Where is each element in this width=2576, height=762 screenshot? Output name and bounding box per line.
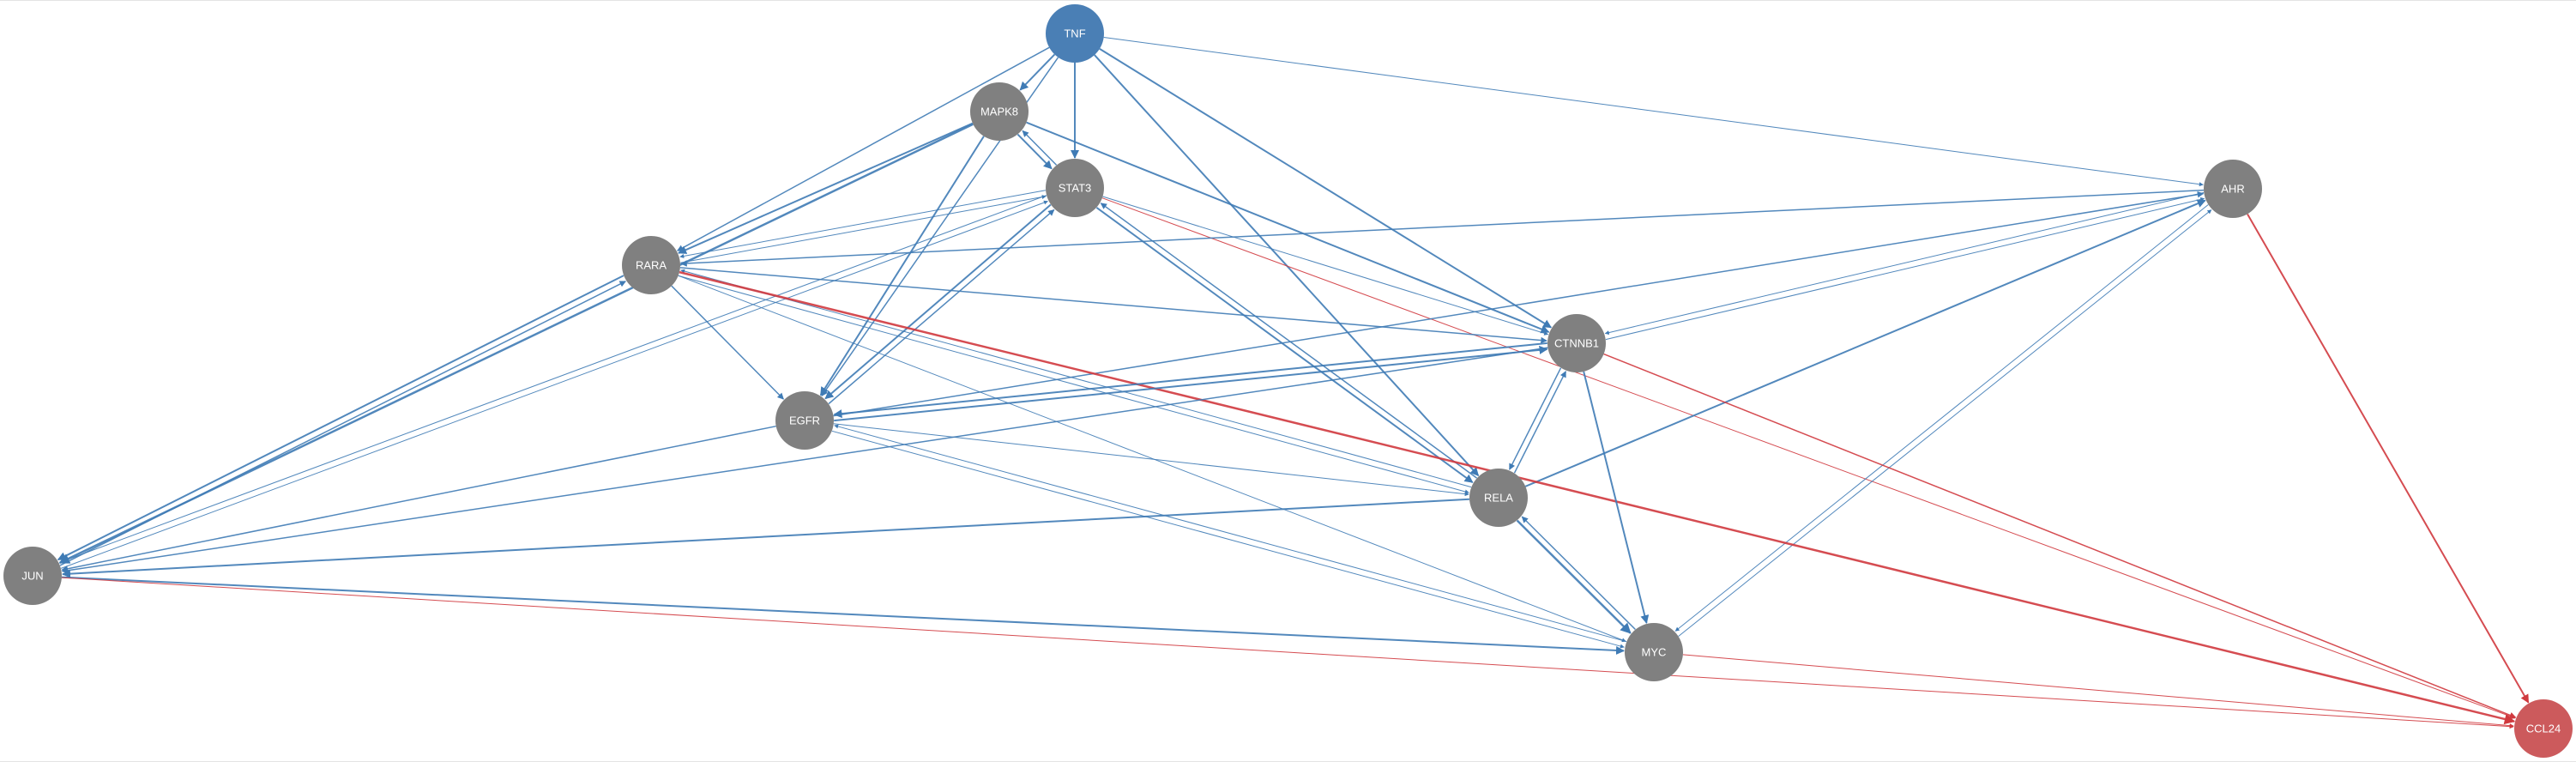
node-circle[interactable]	[970, 82, 1029, 141]
node-tnf[interactable]: TNF	[1046, 4, 1104, 63]
edge-stat3-to-jun[interactable]	[60, 196, 1047, 563]
node-circle[interactable]	[775, 391, 834, 450]
edge-ctnnb1-to-jun[interactable]	[63, 348, 1548, 572]
edge-ctnnb1-to-egfr[interactable]	[835, 343, 1547, 414]
edge-egfr-to-jun[interactable]	[62, 426, 775, 570]
edge-jun-to-myc[interactable]	[62, 578, 1624, 651]
edge-rara-to-stat3[interactable]	[680, 197, 1046, 263]
edge-rela-to-ahr[interactable]	[1525, 201, 2205, 487]
edge-mapk8-to-ctnnb1[interactable]	[1027, 123, 1549, 332]
edge-rela-to-ctnnb1[interactable]	[1515, 372, 1566, 473]
edge-jun-to-stat3[interactable]	[61, 202, 1047, 569]
node-circle[interactable]	[2514, 699, 2573, 758]
node-circle[interactable]	[1625, 623, 1683, 681]
node-mapk8[interactable]: MAPK8	[970, 82, 1029, 141]
edge-rara-to-jun[interactable]	[58, 275, 624, 559]
edge-egfr-to-myc[interactable]	[832, 431, 1624, 647]
edge-stat3-to-egfr[interactable]	[825, 205, 1051, 399]
node-ctnnb1[interactable]: CTNNB1	[1547, 314, 1606, 372]
node-circle[interactable]	[3, 547, 62, 605]
edge-tnf-to-mapk8[interactable]	[1020, 54, 1054, 89]
node-circle[interactable]	[2204, 160, 2262, 218]
edge-myc-to-rela[interactable]	[1522, 517, 1635, 629]
edge-tnf-to-rela[interactable]	[1095, 55, 1479, 475]
edge-mapk8-to-egfr[interactable]	[821, 136, 984, 396]
edge-tnf-to-ctnnb1[interactable]	[1100, 49, 1551, 328]
edge-ahr-to-myc[interactable]	[1675, 205, 2208, 632]
edge-rela-to-jun[interactable]	[63, 499, 1469, 574]
edge-ctnnb1-to-rela[interactable]	[1510, 368, 1561, 469]
edges-layer	[58, 38, 2529, 727]
edge-myc-to-ahr[interactable]	[1679, 210, 2211, 637]
edge-rela-to-rara[interactable]	[681, 270, 1471, 487]
node-circle[interactable]	[1046, 159, 1104, 217]
edge-ahr-to-ccl24[interactable]	[2247, 215, 2529, 703]
node-ahr[interactable]: AHR	[2204, 160, 2262, 218]
edge-egfr-to-rela[interactable]	[834, 424, 1469, 494]
edge-myc-to-egfr[interactable]	[835, 426, 1626, 642]
edge-stat3-to-rela[interactable]	[1096, 208, 1472, 482]
edge-ctnnb1-to-myc[interactable]	[1584, 372, 1646, 623]
node-circle[interactable]	[1547, 314, 1606, 372]
node-ccl24[interactable]: CCL24	[2514, 699, 2573, 758]
node-egfr[interactable]: EGFR	[775, 391, 834, 450]
edge-mapk8-to-rara[interactable]	[679, 124, 973, 253]
node-rara[interactable]: RARA	[622, 236, 680, 294]
node-circle[interactable]	[1469, 469, 1528, 527]
edge-egfr-to-stat3[interactable]	[829, 210, 1054, 404]
node-circle[interactable]	[1046, 4, 1104, 63]
edge-ctnnb1-to-ahr[interactable]	[1606, 198, 2205, 339]
node-myc[interactable]: MYC	[1625, 623, 1683, 681]
edge-stat3-to-ctnnb1[interactable]	[1103, 197, 1548, 335]
edge-jun-to-rara[interactable]	[60, 281, 625, 565]
nodes-layer: TNF MAPK8 STAT3 AHR RARA CTNNB1 EGFR RELA JUN MYC…	[3, 4, 2573, 758]
edge-stat3-to-mapk8[interactable]	[1023, 130, 1057, 165]
edge-stat3-to-ccl24[interactable]	[1102, 198, 2515, 718]
edge-mapk8-to-stat3[interactable]	[1017, 135, 1052, 169]
node-stat3[interactable]: STAT3	[1046, 159, 1104, 217]
edge-ctnnb1-to-ccl24[interactable]	[1604, 354, 2516, 717]
edge-rara-to-egfr[interactable]	[672, 286, 784, 399]
node-rela[interactable]: RELA	[1469, 469, 1528, 527]
edge-jun-to-ccl24[interactable]	[62, 578, 2513, 727]
edge-stat3-to-rara[interactable]	[680, 190, 1046, 257]
node-jun[interactable]: JUN	[3, 547, 62, 605]
edge-ahr-to-ctnnb1[interactable]	[1605, 192, 2204, 333]
edge-egfr-to-ahr[interactable]	[834, 194, 2204, 416]
edge-rara-to-myc[interactable]	[679, 275, 1626, 641]
edge-tnf-to-ahr[interactable]	[1104, 38, 2204, 185]
node-circle[interactable]	[622, 236, 680, 294]
